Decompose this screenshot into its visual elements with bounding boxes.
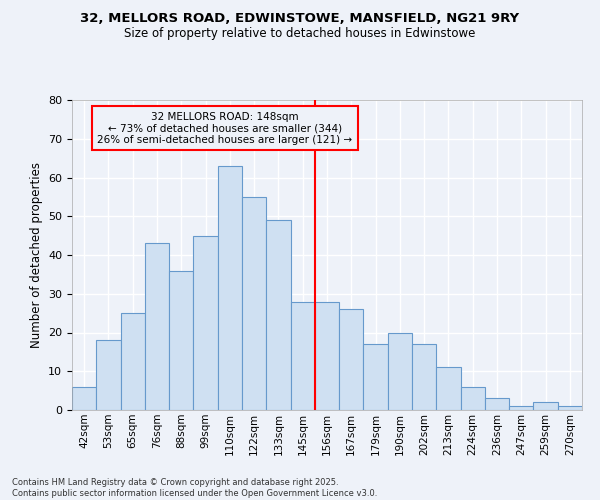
Text: Contains HM Land Registry data © Crown copyright and database right 2025.
Contai: Contains HM Land Registry data © Crown c… bbox=[12, 478, 377, 498]
Bar bbox=[218, 166, 242, 410]
Bar bbox=[558, 406, 582, 410]
Bar bbox=[121, 313, 145, 410]
Text: Size of property relative to detached houses in Edwinstowe: Size of property relative to detached ho… bbox=[124, 28, 476, 40]
Bar bbox=[242, 197, 266, 410]
Bar bbox=[436, 368, 461, 410]
Text: 32 MELLORS ROAD: 148sqm
← 73% of detached houses are smaller (344)
26% of semi-d: 32 MELLORS ROAD: 148sqm ← 73% of detache… bbox=[97, 112, 353, 145]
Bar bbox=[364, 344, 388, 410]
Bar bbox=[509, 406, 533, 410]
Bar bbox=[485, 398, 509, 410]
Bar bbox=[290, 302, 315, 410]
Bar bbox=[388, 332, 412, 410]
Bar bbox=[533, 402, 558, 410]
Bar bbox=[339, 309, 364, 410]
Bar bbox=[96, 340, 121, 410]
Bar bbox=[266, 220, 290, 410]
Bar bbox=[145, 244, 169, 410]
Y-axis label: Number of detached properties: Number of detached properties bbox=[29, 162, 43, 348]
Bar bbox=[193, 236, 218, 410]
Bar bbox=[169, 270, 193, 410]
Text: 32, MELLORS ROAD, EDWINSTOWE, MANSFIELD, NG21 9RY: 32, MELLORS ROAD, EDWINSTOWE, MANSFIELD,… bbox=[80, 12, 520, 26]
Bar bbox=[72, 387, 96, 410]
Bar bbox=[412, 344, 436, 410]
Bar bbox=[461, 387, 485, 410]
Bar bbox=[315, 302, 339, 410]
